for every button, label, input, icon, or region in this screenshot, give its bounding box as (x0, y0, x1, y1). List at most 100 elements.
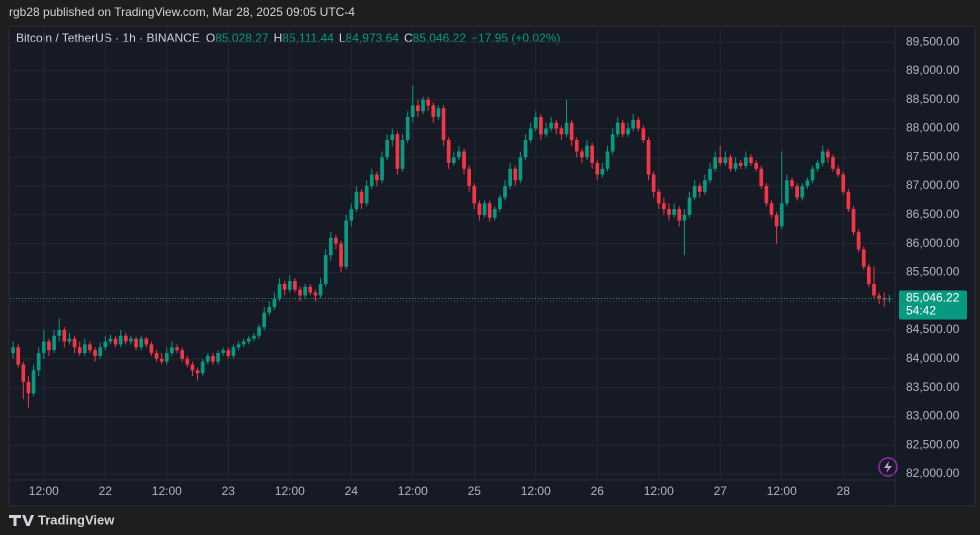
candle-body (667, 209, 671, 215)
candle-body (185, 358, 190, 365)
candle-body (544, 128, 548, 135)
candle-body (390, 134, 395, 140)
candle-body (129, 338, 133, 342)
candle-body (287, 281, 292, 290)
candle-body (170, 347, 174, 354)
candle-body (610, 134, 615, 152)
candle-body (646, 139, 651, 175)
candle-body (241, 341, 246, 345)
candle-body (31, 370, 36, 394)
candle-body (41, 341, 46, 354)
candle-body (477, 203, 482, 215)
candle-body (298, 289, 302, 296)
candle-body (200, 361, 205, 374)
candle-body (267, 306, 272, 313)
candle-body (882, 298, 887, 300)
y-tick-label: 83,000.00 (906, 409, 960, 423)
brand-logo (9, 515, 34, 526)
bolt-icon-glyph (884, 461, 892, 473)
candle-body (810, 168, 815, 181)
candle-body (26, 381, 31, 394)
candle-body (400, 139, 405, 169)
x-tick-label: 23 (222, 484, 236, 498)
candle-body (457, 151, 461, 158)
candle-body (528, 128, 533, 140)
candle-body (590, 145, 594, 164)
candle-body (252, 335, 256, 339)
x-tick-label: 28 (837, 484, 851, 498)
candle-body (492, 209, 497, 218)
candle-body (539, 116, 543, 135)
candle-body (636, 119, 641, 129)
candle-body (697, 186, 702, 192)
candle-body (703, 180, 707, 192)
candle-body (257, 327, 261, 336)
candle-body (795, 186, 799, 198)
candle-body (867, 266, 871, 284)
candle-body (877, 295, 881, 299)
candle-body (605, 151, 610, 169)
brand-name: TradingView (38, 512, 115, 527)
candle-body (67, 338, 72, 342)
candle-body (364, 186, 369, 204)
candle-body (482, 203, 487, 215)
candle-body (615, 122, 620, 135)
x-tick-label: 12:00 (644, 484, 674, 498)
candle-body (88, 344, 92, 351)
candle-body (431, 105, 436, 117)
candle-body (77, 347, 82, 354)
candle-body (682, 214, 687, 221)
candle-body (872, 283, 876, 296)
candle-body (641, 128, 646, 140)
candle-body (354, 191, 359, 210)
candle-body (498, 197, 502, 210)
candle-body (82, 344, 87, 354)
candle-body (631, 119, 635, 129)
candle-body (11, 347, 15, 354)
candle-body (861, 249, 866, 267)
bolt-icon (878, 457, 898, 477)
candle-body (21, 364, 26, 382)
candle-body (226, 350, 231, 356)
candle-body (395, 134, 400, 169)
candle-body (446, 139, 451, 164)
candle-body (559, 128, 564, 135)
legend-text: Bitcoin / TetherUS · 1h · BINANCE O85,028… (16, 31, 560, 45)
legend-key: L (339, 31, 346, 45)
candle-body (369, 174, 374, 187)
y-tick-label: 84,500.00 (906, 322, 960, 336)
x-tick-label: 26 (591, 484, 605, 498)
candle-body (574, 139, 579, 152)
candle-body (487, 203, 492, 218)
candle-body (451, 157, 456, 164)
candle-body (375, 174, 379, 181)
candle-body (841, 174, 846, 192)
candle-body (774, 214, 779, 227)
x-tick-label: 27 (714, 484, 728, 498)
y-tick-label: 87,000.00 (906, 178, 960, 192)
candle-body (103, 341, 108, 348)
candle-body (211, 355, 215, 362)
candle-body (349, 209, 354, 221)
candle-body (231, 347, 236, 356)
candle-body (328, 237, 333, 256)
candle-body (518, 157, 523, 181)
candle-body (159, 358, 164, 362)
candle-body (405, 116, 410, 140)
y-tick-label: 86,000.00 (906, 236, 960, 250)
candle-body (672, 209, 676, 215)
candle-body (805, 180, 810, 187)
candle-body (692, 186, 697, 198)
last-price-label: 85,046.22 (906, 291, 960, 305)
candle-body (262, 312, 267, 328)
candle-body (723, 157, 728, 164)
candle-body (139, 338, 144, 348)
candle-body (677, 209, 682, 221)
candle-body (713, 157, 717, 169)
candles (11, 85, 892, 408)
candle-body (846, 191, 851, 210)
candle-body (585, 145, 589, 158)
candle-body (887, 298, 892, 300)
candle-body (164, 353, 169, 362)
candle-body (785, 180, 789, 204)
